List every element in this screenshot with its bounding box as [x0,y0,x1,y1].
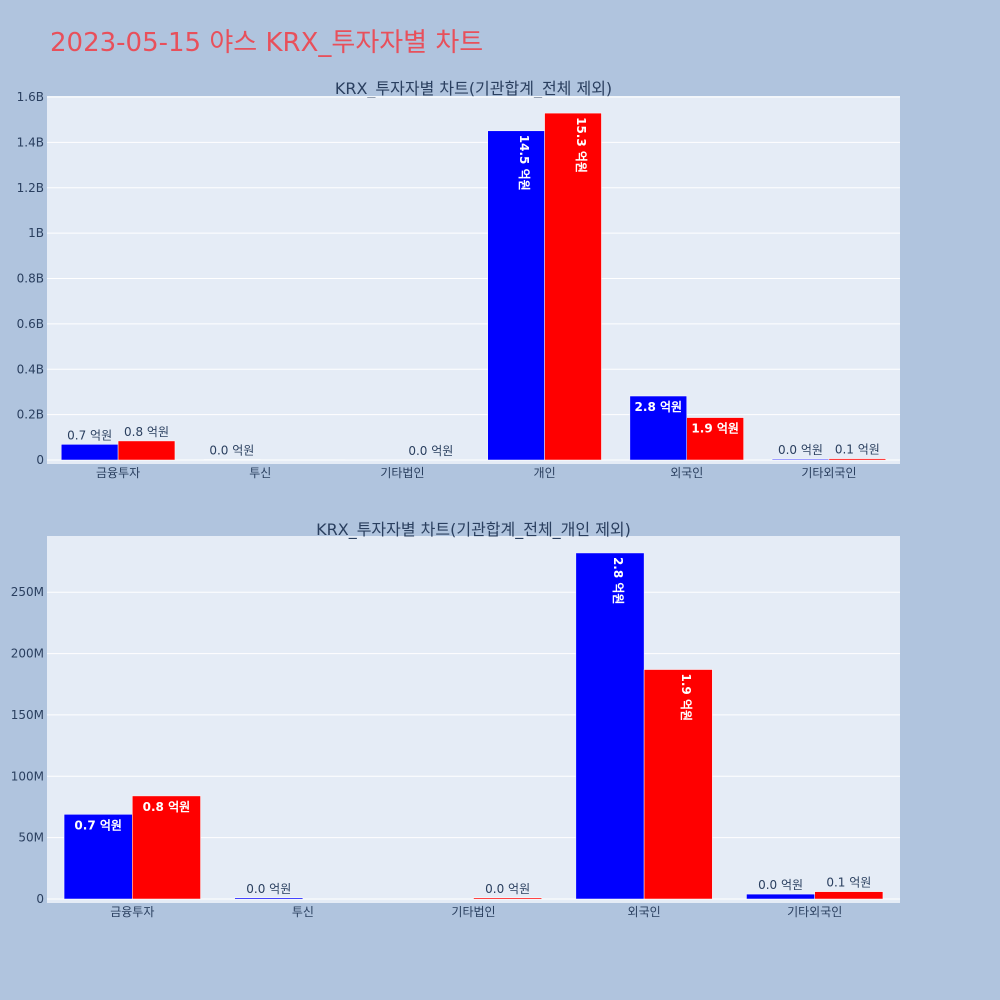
bar [828,458,887,461]
x-tick-label: 금융투자 [110,905,154,919]
y-tick-label: 0.6B [17,317,44,331]
y-tick-label: 1B [28,226,44,240]
data-label: 0.0 억원 [246,882,291,896]
data-label: 14.5 억원 [517,135,531,191]
chart-1: KRX_투자자별 차트(기관합계_전체 제외) 0 0.2B 0.4B 0.6B 0.8B… [17,79,900,480]
bar [60,444,119,461]
data-label: 0.7 억원 [67,428,112,442]
bar [234,897,304,900]
data-label: 15.3 억원 [574,117,588,173]
x-tick-label: 외국인 [670,466,703,480]
data-label: 0.1 억원 [835,443,880,457]
y-tick-label: 150M [11,708,44,722]
y-tick-label: 0.4B [17,362,44,376]
x-tick-label: 금융투자 [96,466,140,480]
data-label: 0.1 억원 [826,876,871,890]
bar [643,669,713,900]
bar [117,440,176,461]
data-label: 0.8 억원 [124,425,169,439]
page-title: 2023-05-15 야스 KRX_투자자별 차트 [50,28,484,58]
plot-area [47,96,900,464]
data-label: 1.9 억원 [691,422,739,436]
bar [473,897,542,900]
bar [746,893,815,900]
chart-title: KRX_투자자별 차트(기관합계_전체_개인 제외) [316,520,631,540]
data-label: 0.0 억원 [778,443,823,457]
bar [771,458,830,461]
data-label: 0.7 억원 [74,818,122,832]
y-tick-label: 250M [11,585,44,599]
y-tick-label: 200M [11,647,44,661]
y-tick-label: 50M [18,831,44,845]
data-label: 0.0 억원 [408,444,453,458]
data-label: 0.0 억원 [485,882,530,896]
x-tick-label: 개인 [534,466,556,480]
bar [629,395,688,461]
bar [63,814,133,900]
x-tick-label: 기타외국인 [801,466,856,480]
chart-title: KRX_투자자별 차트(기관합계_전체 제외) [335,79,612,99]
data-label: 0.0 억원 [209,444,254,458]
x-tick-label: 투신 [249,466,271,480]
x-tick-label: 기타법인 [380,466,424,480]
y-tick-label: 0 [36,453,44,467]
y-tick-label: 1.2B [17,181,44,195]
x-tick-label: 투신 [292,905,314,919]
chart-2: KRX_투자자별 차트(기관합계_전체_개인 제외) 0 50M 100M 150M 20… [11,520,900,919]
y-tick-label: 0 [36,892,44,906]
y-tick-label: 100M [11,769,44,783]
bar [686,417,744,461]
y-tick-label: 0.2B [17,408,44,422]
bar [814,891,884,900]
bar [544,112,602,461]
data-label: 2.8 억원 [611,557,625,605]
x-tick-label: 외국인 [628,905,661,919]
y-tick-label: 0.8B [17,272,44,286]
y-tick-label: 1.6B [17,90,44,104]
y-tick-label: 1.4B [17,135,44,149]
x-tick-label: 기타법인 [451,905,495,919]
data-label: 2.8 억원 [635,400,683,414]
bar [132,795,201,900]
data-label: 1.9 억원 [679,674,693,722]
bar [487,130,545,461]
data-label: 0.0 억원 [758,878,803,892]
x-tick-label: 기타외국인 [787,905,842,919]
data-label: 0.8 억원 [143,800,191,814]
bar [575,552,645,900]
